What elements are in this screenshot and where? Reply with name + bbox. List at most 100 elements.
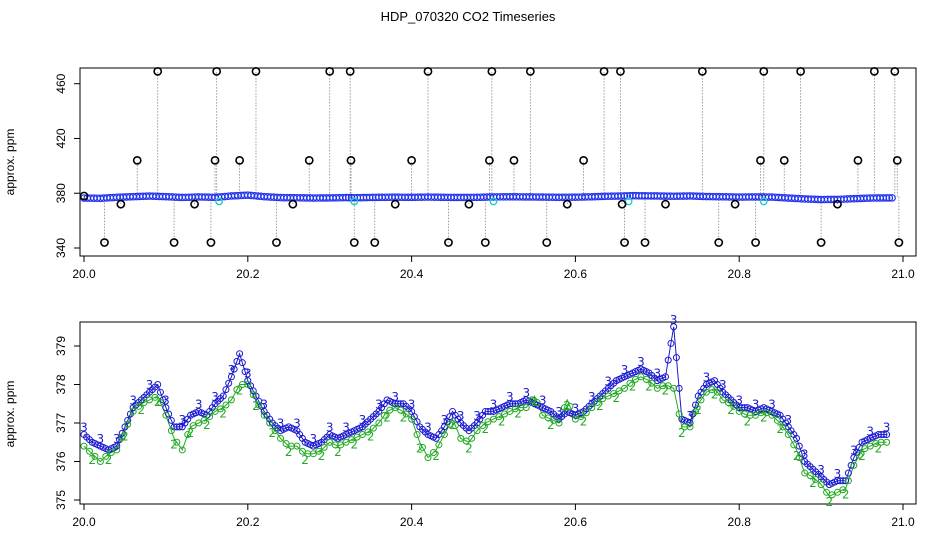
series-2-marker: 2 [678,426,686,440]
x-tick-label: 20.2 [236,267,260,281]
series-2-marker: 2 [105,453,113,467]
series-3-point [124,416,132,424]
outlier-point [210,155,220,165]
series-2-point [637,373,645,381]
outlier-point [235,155,245,165]
series-2-point [440,431,448,439]
series-3-point [162,404,170,412]
series-2-point [566,402,574,410]
series-3-point [675,384,683,392]
series-2-point [244,381,252,388]
series-2-marker: 2 [383,410,391,424]
baseline-point [885,194,894,202]
series-2-point [648,379,656,387]
series-2-point [812,475,820,483]
series-3-marker: 3 [441,413,449,427]
outlier-point [616,66,625,76]
panel1-frame [79,67,917,257]
outlier-point [304,155,314,165]
series-3-marker: 3 [588,390,596,404]
series-2-point [823,488,831,496]
series-2-point [675,410,683,418]
outlier-point [759,66,769,76]
series-3-point [833,477,841,485]
outlier-point [509,155,519,165]
series-2-point [533,398,541,406]
series-2-point [85,447,93,455]
series-3-point [118,429,126,437]
series-3-point [176,423,184,431]
series-2-point [604,392,612,400]
series-2-point [713,388,721,396]
series-3-marker: 3 [80,421,88,435]
series-2-point [539,411,547,419]
outlier-point [487,66,497,76]
series-3-point [661,373,669,381]
series-3-point [836,477,844,485]
series-2-point [91,452,99,460]
x-tick-label: 20.8 [728,515,752,529]
series-2-point [697,396,705,404]
outlier-point [779,155,789,165]
series-3-point [219,392,227,400]
outlier-point [697,66,707,76]
series-2-marker: 2 [858,449,866,463]
series-3-marker: 3 [408,397,416,411]
series-2-point [670,384,678,392]
series-2-point [582,409,590,417]
series-2-point [757,409,765,417]
series-3-point [664,356,672,364]
series-2-point [413,431,421,439]
series-2-marker: 2 [219,407,227,421]
y-tick-label: 340 [54,238,68,258]
series-3-marker: 3 [326,421,334,435]
series-3-marker: 3 [97,432,105,446]
x-tick-label: 20.8 [728,267,752,281]
series-3-marker: 3 [293,417,301,431]
series-2-point [287,442,295,450]
outlier-point [480,238,490,247]
series-2-point [424,454,432,462]
series-2-point [817,481,825,489]
series-3-marker: 3 [228,363,236,377]
panel1-ylabel: approx. ppm [3,129,17,196]
series-3-point [667,339,675,347]
series-2-point [500,410,508,418]
series-3-point [238,359,246,367]
series-2-point [555,419,563,427]
series-3-point [227,373,235,381]
outlier-point [464,199,474,209]
outlier-point [730,199,740,209]
series-2-marker: 2 [334,445,342,459]
baseline-point [345,193,353,202]
series-2-point [490,415,497,423]
outlier-point [640,238,650,247]
series-2-point [277,434,285,442]
y-tick-label: 378 [54,374,68,394]
series-2-point [517,404,525,412]
series-3-point [842,477,850,485]
series-3-point [880,431,888,439]
series-3-marker: 3 [424,421,432,435]
series-2-point [550,416,558,424]
series-3-marker: 3 [522,386,530,400]
series-3-marker: 3 [195,397,203,411]
series-3-point [391,400,399,408]
series-2-point [331,441,339,449]
outlier-point [444,238,453,247]
outlier-point [542,238,552,247]
series-2-point [839,486,847,494]
cyan-point [759,197,768,206]
series-2-point [451,422,459,430]
outlier-point [390,199,400,209]
series-2-point [686,423,694,431]
series-2-point [702,388,710,396]
outlier-point [251,66,261,76]
series-2-point [227,396,235,404]
baseline-point [888,194,896,202]
series-3-marker: 3 [342,421,350,435]
series-2-marker: 2 [776,422,784,436]
series-2-marker: 2 [465,441,473,455]
series-2-point [631,375,639,383]
x-tick-label: 20.2 [236,515,260,529]
